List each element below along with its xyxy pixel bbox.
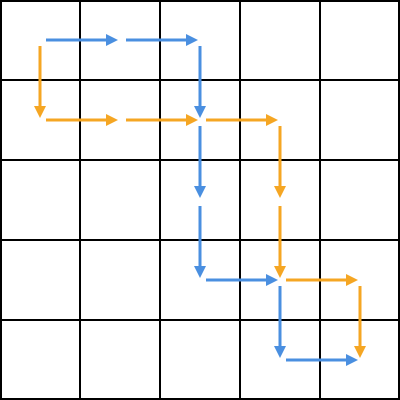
arrow-head xyxy=(186,114,198,126)
path-2 xyxy=(34,46,366,358)
arrow-head xyxy=(194,186,206,198)
arrow-head xyxy=(266,274,278,286)
path-arrow xyxy=(194,46,206,118)
path-arrow xyxy=(286,354,358,366)
path-arrow xyxy=(46,34,118,46)
arrow-head xyxy=(346,274,358,286)
arrow-head xyxy=(186,34,198,46)
arrow-head xyxy=(346,354,358,366)
arrow-head xyxy=(34,106,46,118)
arrow-head xyxy=(194,106,206,118)
path-arrow xyxy=(274,126,286,198)
path-arrow xyxy=(206,114,278,126)
path-arrow xyxy=(194,126,206,198)
arrow-head xyxy=(274,346,286,358)
arrow-head xyxy=(274,186,286,198)
path-arrow xyxy=(286,274,358,286)
path-arrow xyxy=(194,206,206,278)
path-1 xyxy=(46,34,358,366)
path-arrow xyxy=(274,206,286,278)
path-arrow xyxy=(126,114,198,126)
arrow-head xyxy=(354,346,366,358)
path-arrow xyxy=(274,286,286,358)
arrow-head xyxy=(274,266,286,278)
arrow-head xyxy=(106,114,118,126)
path-arrow xyxy=(206,274,278,286)
path-arrow xyxy=(46,114,118,126)
path-arrows xyxy=(34,34,366,366)
arrow-head xyxy=(266,114,278,126)
path-arrow xyxy=(354,286,366,358)
arrow-head xyxy=(106,34,118,46)
arrow-head xyxy=(194,266,206,278)
path-arrow xyxy=(126,34,198,46)
path-arrow xyxy=(34,46,46,118)
